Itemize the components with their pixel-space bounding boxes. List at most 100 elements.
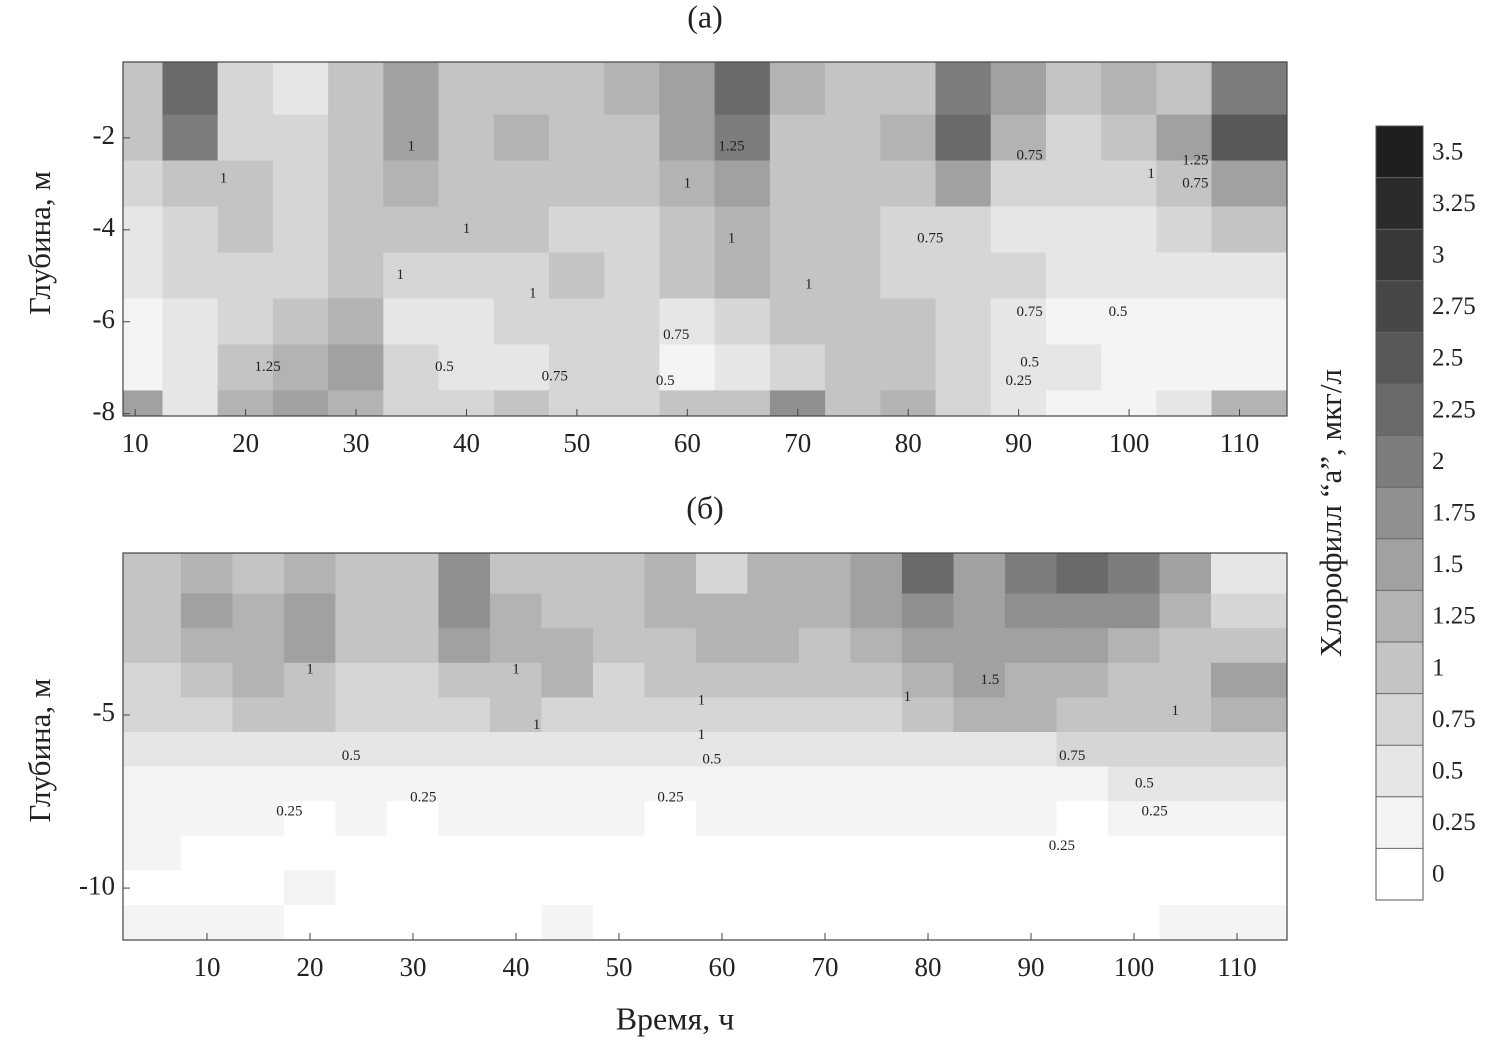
contour-cell: [901, 835, 955, 872]
contour-cell: [122, 870, 182, 906]
contour-cell: [659, 61, 716, 116]
contour-cell: [644, 905, 697, 941]
panel-title: (а): [687, 0, 723, 34]
contour-label: 1: [306, 661, 314, 677]
contour-cell: [1159, 870, 1212, 906]
contour-cell: [283, 593, 337, 629]
y-tick-label: -2: [93, 120, 116, 150]
contour-cell: [1159, 628, 1212, 664]
contour-cell: [180, 835, 234, 872]
contour-cell: [714, 61, 771, 116]
contour-cell: [695, 628, 749, 664]
contour-cell: [1210, 732, 1288, 768]
contour-cell: [180, 552, 234, 595]
colorbar-band: [1376, 848, 1423, 900]
contour-cell: [644, 697, 697, 733]
contour-cell: [438, 628, 491, 664]
contour-cell: [438, 114, 495, 162]
contour-cell: [769, 114, 826, 162]
contour-cell: [283, 732, 337, 768]
contour-cell: [850, 697, 903, 733]
contour-cell: [493, 298, 550, 346]
contour-cell: [769, 344, 826, 392]
contour-cell: [1107, 593, 1161, 629]
contour-cell: [714, 160, 771, 208]
contour-cell: [335, 801, 388, 837]
contour-cell: [604, 252, 661, 300]
contour-cell: [232, 628, 285, 664]
contour-cell: [747, 801, 800, 837]
colorbar-tick-label: 0.5: [1432, 758, 1463, 785]
contour-cell: [217, 61, 274, 116]
contour-cell: [493, 114, 550, 162]
contour-cell: [1156, 344, 1213, 392]
contour-cell: [438, 252, 495, 300]
contour-cell: [604, 114, 661, 162]
contour-cell: [386, 835, 440, 872]
contour-cell: [328, 61, 384, 116]
contour-cell: [232, 835, 285, 872]
contour-cell: [953, 905, 1006, 941]
contour-cell: [1210, 870, 1288, 906]
contour-cell: [850, 870, 903, 906]
contour-cell: [162, 344, 219, 392]
contour-cell: [880, 252, 937, 300]
contour-cell: [180, 732, 234, 768]
contour-cell: [493, 252, 550, 300]
contour-cell: [901, 662, 955, 698]
contour-cell: [1101, 206, 1157, 254]
colorbar-band: [1376, 384, 1423, 436]
contour-cell: [335, 628, 388, 664]
contour-cell: [953, 552, 1006, 595]
contour-cell: [659, 206, 716, 254]
contour-cell: [953, 697, 1006, 733]
colorbar-band: [1376, 745, 1423, 797]
contour-cell: [386, 593, 440, 629]
contour-cell: [122, 552, 182, 595]
colorbar-tick-label: 0: [1432, 861, 1445, 888]
contour-cell: [548, 298, 605, 346]
contour-cell: [122, 344, 164, 392]
contour-cell: [272, 160, 329, 208]
colorbar-tick-label: 1: [1432, 654, 1445, 681]
contour-cell: [1004, 552, 1058, 595]
contour-cell: [232, 905, 285, 941]
contour-cell: [1159, 835, 1212, 872]
contour-cell: [592, 732, 646, 768]
contour-cell: [695, 801, 749, 837]
colorbar-tick-label: 2.25: [1432, 396, 1476, 423]
contour-cell: [335, 766, 388, 802]
contour-cell: [825, 61, 881, 116]
contour-cell: [122, 835, 182, 872]
colorbar-band: [1376, 487, 1423, 539]
contour-cell: [1004, 835, 1058, 872]
contour-cell: [825, 160, 881, 208]
contour-cell: [122, 662, 182, 698]
contour-cell: [604, 298, 661, 346]
contour-cell: [493, 61, 550, 116]
contour-cell: [1045, 252, 1102, 300]
contour-cell: [604, 61, 661, 116]
contour-cell: [541, 732, 594, 768]
colorbar-tick-label: 3: [1432, 242, 1445, 269]
contour-cell: [714, 114, 771, 162]
contour-cell: [644, 662, 697, 698]
contour-cell: [798, 766, 852, 802]
contour-cell: [489, 593, 543, 629]
contour-cell: [1210, 905, 1288, 941]
contour-cell: [1210, 628, 1288, 664]
x-tick-label: 10: [122, 428, 149, 458]
x-tick-label: 60: [674, 428, 701, 458]
x-tick-label: 90: [1005, 428, 1032, 458]
contour-cell: [541, 801, 594, 837]
colorbar-frame: [1375, 125, 1424, 901]
contour-label: 0.75: [1059, 748, 1085, 764]
contour-cell: [122, 593, 182, 629]
contour-cell: [383, 298, 440, 346]
contour-cell: [592, 766, 646, 802]
x-tick-label: 30: [399, 952, 426, 982]
contour-label: 1: [529, 286, 537, 302]
contour-cell: [1056, 766, 1109, 802]
contour-cell: [1045, 61, 1102, 116]
